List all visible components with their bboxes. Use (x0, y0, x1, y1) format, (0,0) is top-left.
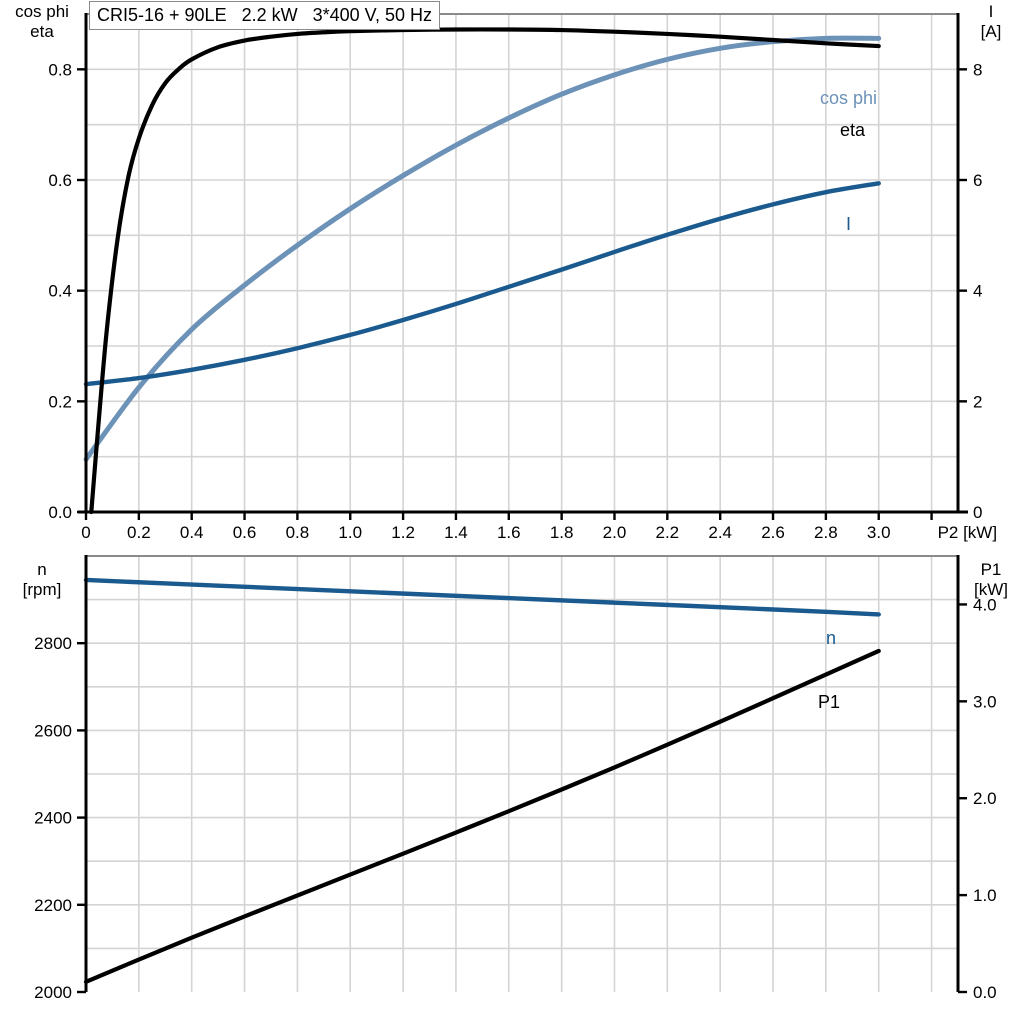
top-chart-y2tick-label: 6 (973, 171, 982, 190)
bottom-left-axis-header-line1: n (37, 560, 47, 579)
top-chart-xtick-label: 2.8 (814, 523, 838, 542)
top-left-axis-header-line1: cos phi (15, 2, 69, 21)
top-chart-xtick-label: 2.2 (656, 523, 680, 542)
top-chart-xtick-label: 2.4 (708, 523, 732, 542)
top-chart-xtick-label: 1.0 (338, 523, 362, 542)
series-label-power-in: P1 (818, 692, 840, 712)
top-chart-y2tick-label: 4 (973, 282, 982, 301)
top-chart-xtick-label: 1.8 (550, 523, 574, 542)
top-right-axis-header: I [A] (962, 2, 1020, 42)
series-label-current: I (846, 214, 851, 234)
series-label-eta: eta (840, 120, 866, 140)
top-chart-xtick-label: 0.2 (127, 523, 151, 542)
top-right-axis-header-line2: [A] (980, 22, 1002, 41)
top-chart-ytick-label: 0.2 (48, 392, 72, 411)
bottom-right-axis-header-line2: [kW] (974, 580, 1008, 599)
top-chart-xtick-label: 0.8 (286, 523, 310, 542)
bottom-left-axis-header-line2: [rpm] (22, 580, 62, 599)
top-chart-xtick-label: 2.6 (761, 523, 785, 542)
top-chart-xtick-label: 3.0 (867, 523, 891, 542)
bottom-chart-ytick-label: 2000 (34, 983, 72, 1002)
top-chart-xtick-label: 2.0 (603, 523, 627, 542)
bottom-chart-y2tick-label: 0.0 (973, 983, 997, 1002)
xaxis-label-top: P2 [kW] (938, 523, 998, 542)
top-chart-xtick-label: 0.6 (233, 523, 257, 542)
top-chart-ytick-label: 0.4 (48, 282, 72, 301)
top-right-axis-header-line1: I (988, 2, 994, 21)
top-chart-xtick-label: 1.2 (391, 523, 415, 542)
top-chart-ytick-label: 0.6 (48, 171, 72, 190)
bottom-chart-ytick-label: 2200 (34, 896, 72, 915)
top-chart-xtick-label: 0 (81, 523, 90, 542)
top-chart-ytick-label: 0.8 (48, 60, 72, 79)
bottom-chart-y2tick-label: 3.0 (973, 692, 997, 711)
series-label-cos-phi: cos phi (820, 88, 877, 108)
bottom-right-axis-header-line1: P1 (980, 560, 1002, 579)
top-chart-plot: 0.0 0.2 0.4 0.6 0.8 0 2 4 6 8 0 0.2 0.4 0.6 0.8 1.0 1.2 1… (48, 13, 998, 542)
top-chart-y2tick-label: 8 (973, 60, 982, 79)
bottom-chart-y2tick-label: 1.0 (973, 886, 997, 905)
bottom-chart-y2tick-label: 2.0 (973, 789, 997, 808)
top-chart-ytick-label: 0.0 (48, 503, 72, 522)
bottom-right-axis-header: P1 [kW] (962, 560, 1020, 600)
chart-title: CRI5-16 + 90LE 2.2 kW 3*400 V, 50 Hz (89, 1, 441, 30)
series-label-speed: n (826, 628, 836, 648)
bottom-chart-ytick-label: 2800 (34, 634, 72, 653)
top-chart-xtick-label: 0.4 (180, 523, 204, 542)
bottom-left-axis-header: n [rpm] (0, 560, 84, 600)
top-left-axis-header-line2: eta (30, 22, 54, 41)
top-chart-xtick-label: 1.6 (497, 523, 521, 542)
top-chart-y2tick-label: 0 (973, 503, 982, 522)
top-chart-xtick-label: 1.4 (444, 523, 468, 542)
bottom-chart-ytick-label: 2600 (34, 721, 72, 740)
bottom-chart-y2tick-label: 4.0 (973, 595, 997, 614)
top-chart-y2tick-label: 2 (973, 392, 982, 411)
bottom-chart-ytick-label: 2400 (34, 809, 72, 828)
top-left-axis-header: cos phi eta (0, 2, 84, 42)
bottom-chart-plot: 2000 2200 2400 2600 2800 0.0 1.0 2.0 3.0 4.0 n P1 (34, 555, 997, 1002)
